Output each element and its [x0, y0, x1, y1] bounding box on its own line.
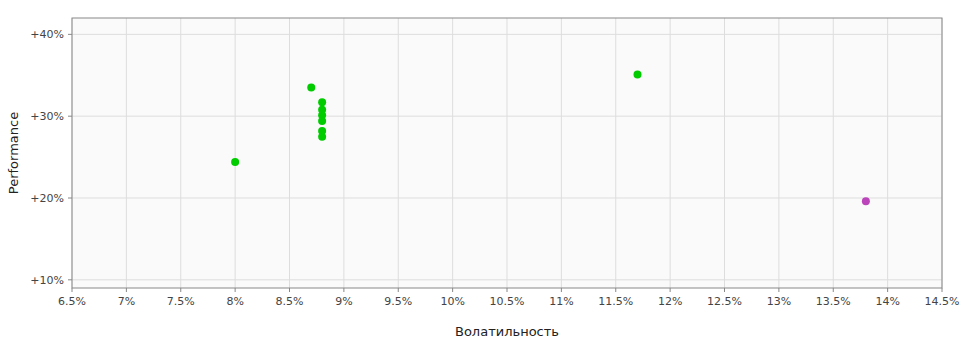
x-tick-label: 14.5%: [925, 295, 960, 308]
x-tick-label: 10%: [440, 295, 464, 308]
x-tick: [833, 288, 834, 292]
x-tick-label: 9.5%: [384, 295, 412, 308]
y-axis-label: Performance: [6, 112, 21, 194]
x-tick-label: 10.5%: [490, 295, 525, 308]
scatter-point: [307, 84, 315, 92]
grid: [72, 18, 942, 288]
x-grid-line: [778, 18, 779, 288]
x-tick: [452, 288, 453, 292]
y-grid-line: [72, 279, 942, 280]
x-grid-line: [507, 18, 508, 288]
x-tick-label: 11%: [549, 295, 573, 308]
x-grid-line: [180, 18, 181, 288]
x-tick: [289, 288, 290, 292]
x-grid-line: [398, 18, 399, 288]
x-grid-line: [126, 18, 127, 288]
x-tick-label: 13%: [767, 295, 791, 308]
x-tick: [670, 288, 671, 292]
x-axis-label: Волатильность: [455, 324, 559, 339]
x-tick-label: 9%: [335, 295, 352, 308]
x-tick-label: 11.5%: [598, 295, 633, 308]
y-tick-label: +40%: [30, 28, 64, 41]
scatter-point: [634, 70, 642, 78]
y-tick: [68, 198, 72, 199]
x-tick: [343, 288, 344, 292]
axes: 6.5% 7% 7.5% 8% 8.5% 9% 9.5% 10% 10.5% 11% 11.5% 12…: [30, 28, 959, 308]
series: [862, 197, 870, 205]
x-tick: [180, 288, 181, 292]
scatter-point: [318, 117, 326, 125]
x-tick-label: 12.5%: [707, 295, 742, 308]
y-tick: [68, 34, 72, 35]
x-tick: [507, 288, 508, 292]
y-grid-line: [72, 34, 942, 35]
x-tick: [615, 288, 616, 292]
y-grid-line: [72, 198, 942, 199]
chart-svg: 6.5% 7% 7.5% 8% 8.5% 9% 9.5% 10% 10.5% 11% 11.5% 12…: [0, 0, 966, 350]
plot-background: [72, 18, 942, 288]
x-tick: [235, 288, 236, 292]
y-tick: [68, 116, 72, 117]
x-tick-label: 12%: [658, 295, 682, 308]
x-tick-label: 14%: [875, 295, 899, 308]
x-grid-line: [615, 18, 616, 288]
x-tick: [126, 288, 127, 292]
points: [231, 70, 870, 205]
y-tick-label: +30%: [30, 110, 64, 123]
x-tick-label: 7.5%: [167, 295, 195, 308]
x-tick-label: 8%: [226, 295, 243, 308]
x-tick-label: 6.5%: [58, 295, 86, 308]
y-grid-line: [72, 116, 942, 117]
x-grid-line: [561, 18, 562, 288]
x-grid-line: [235, 18, 236, 288]
x-tick-label: 7%: [118, 295, 135, 308]
x-tick: [398, 288, 399, 292]
x-tick-label: 13.5%: [816, 295, 851, 308]
series: [231, 70, 641, 166]
x-grid-line: [289, 18, 290, 288]
x-tick: [778, 288, 779, 292]
scatter-point: [862, 197, 870, 205]
y-tick-label: +20%: [30, 192, 64, 205]
x-grid-line: [724, 18, 725, 288]
x-tick: [72, 288, 73, 292]
x-grid-line: [452, 18, 453, 288]
x-grid-line: [833, 18, 834, 288]
scatter-point: [318, 98, 326, 106]
x-tick: [942, 288, 943, 292]
y-tick: [68, 279, 72, 280]
chart-container: 6.5% 7% 7.5% 8% 8.5% 9% 9.5% 10% 10.5% 11% 11.5% 12…: [0, 0, 966, 350]
x-tick: [887, 288, 888, 292]
x-tick: [561, 288, 562, 292]
scatter-point: [318, 133, 326, 141]
y-tick-label: +10%: [30, 274, 64, 287]
x-grid-line: [343, 18, 344, 288]
x-tick: [724, 288, 725, 292]
scatter-point: [231, 158, 239, 166]
x-tick-label: 8.5%: [276, 295, 304, 308]
x-grid-line: [670, 18, 671, 288]
x-grid-line: [887, 18, 888, 288]
plot-frame: [72, 18, 942, 288]
